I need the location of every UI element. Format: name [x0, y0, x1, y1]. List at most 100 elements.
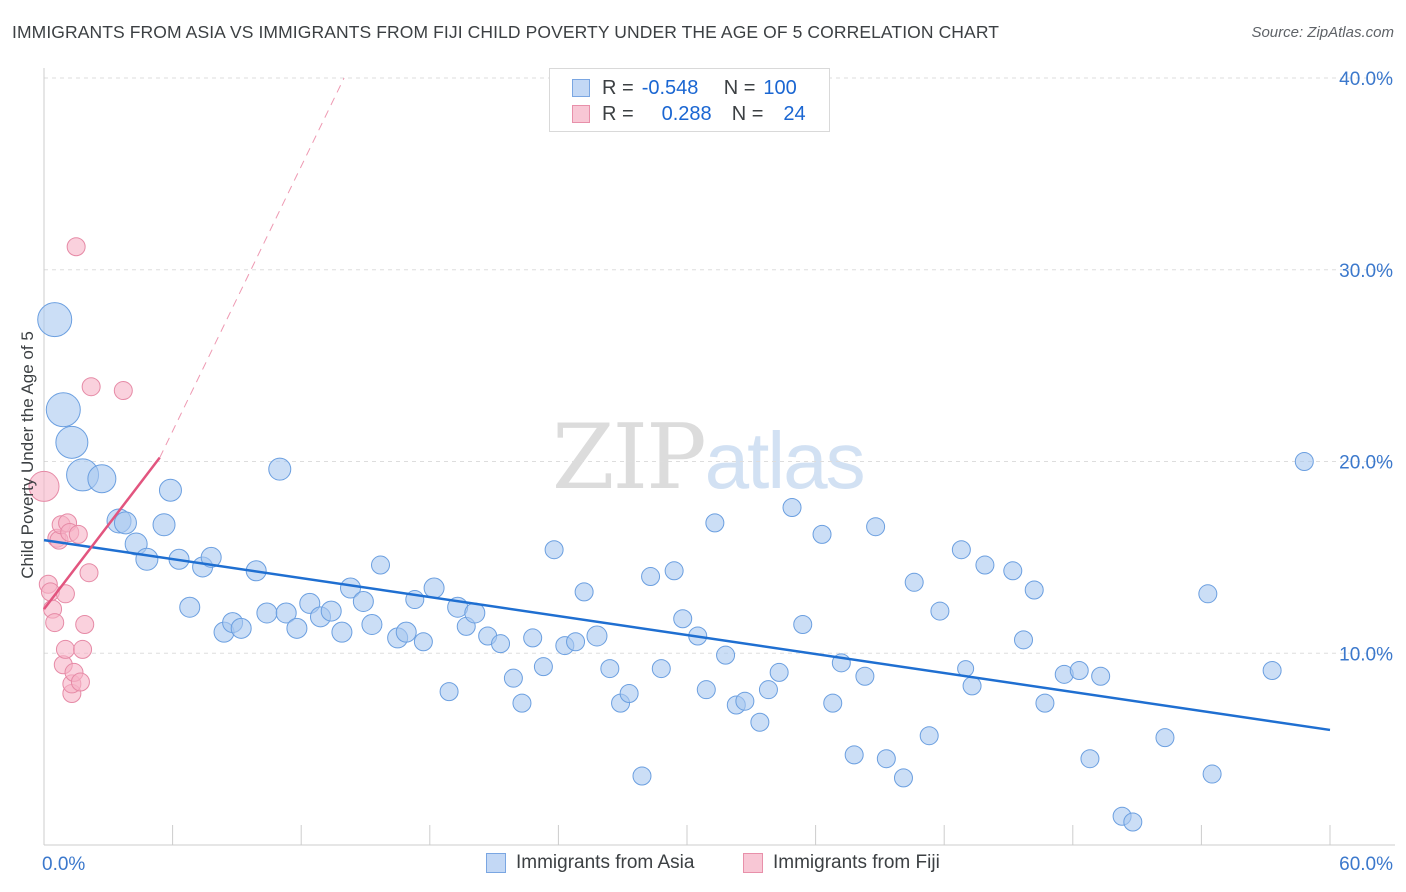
- fiji-point-0: [28, 470, 60, 502]
- asia-point-74: [855, 666, 875, 686]
- asia-point-19: [256, 602, 278, 624]
- fiji-r-value: 0.288: [661, 102, 712, 125]
- legend-item-fiji: Immigrants from Fiji: [743, 852, 940, 874]
- asia-point-17: [230, 617, 252, 639]
- fiji-point-21: [79, 563, 99, 583]
- fiji-r-label: R =: [602, 102, 634, 125]
- fiji-point-20: [75, 614, 95, 634]
- asia-point-60: [696, 680, 716, 700]
- legend-item-asia: Immigrants from Asia: [486, 852, 694, 874]
- asia-point-2: [55, 425, 89, 459]
- asia-point-42: [503, 668, 523, 688]
- asia-point-73: [844, 745, 864, 765]
- asia-point-34: [413, 632, 433, 652]
- fiji-point-9: [55, 639, 75, 659]
- legend-row-fiji: R = 0.288 N = 24: [572, 101, 806, 127]
- fiji-point-4: [45, 613, 65, 633]
- fiji-trend-line: [43, 456, 161, 610]
- asia-n-value: 100: [763, 76, 797, 99]
- fiji-swatch: [572, 105, 590, 123]
- asia-point-89: [1069, 661, 1089, 681]
- x-tick-label-1: 60.0%: [1339, 854, 1393, 875]
- asia-point-6: [113, 511, 137, 535]
- asia-point-65: [750, 712, 770, 732]
- y-tick-label-1: 20.0%: [1339, 453, 1393, 474]
- x-tick-label-0: 0.0%: [42, 854, 85, 875]
- asia-point-54: [632, 766, 652, 786]
- fiji-point-18: [70, 672, 90, 692]
- asia-point-94: [1155, 728, 1175, 748]
- asia-point-35: [423, 577, 445, 599]
- asia-point-62: [716, 645, 736, 665]
- asia-point-10: [158, 478, 182, 502]
- asia-point-0: [37, 302, 73, 338]
- asia-point-58: [673, 609, 693, 629]
- asia-point-80: [930, 601, 950, 621]
- asia-point-29: [361, 613, 383, 635]
- watermark: ZIPatlas: [552, 405, 866, 510]
- fiji-point-17: [68, 524, 88, 544]
- y-tick-label-0: 10.0%: [1339, 644, 1393, 665]
- asia-point-8: [135, 547, 159, 571]
- asia-point-56: [651, 659, 671, 679]
- asia-point-9: [152, 513, 176, 537]
- legend-asia-label: Immigrants from Asia: [516, 852, 695, 873]
- source-label: Source: ZipAtlas.com: [1251, 24, 1394, 41]
- asia-point-95: [1198, 584, 1218, 604]
- asia-point-78: [904, 572, 924, 592]
- asia-point-86: [1024, 580, 1044, 600]
- fiji-point-22: [81, 377, 101, 397]
- correlation-legend: R = -0.548 N = 100 R = 0.288 N = 24: [549, 68, 830, 132]
- legend-fiji-label: Immigrants from Fiji: [773, 852, 940, 873]
- asia-point-41: [491, 634, 511, 654]
- asia-point-66: [758, 680, 778, 700]
- asia-point-77: [893, 768, 913, 788]
- asia-point-20: [268, 457, 292, 481]
- fiji-point-23: [113, 381, 133, 401]
- asia-point-14: [200, 546, 222, 568]
- asia-point-64: [735, 691, 755, 711]
- asia-point-84: [1003, 561, 1023, 581]
- asia-point-22: [286, 617, 308, 639]
- asia-point-53: [619, 684, 639, 704]
- asia-point-49: [574, 582, 594, 602]
- asia-point-48: [566, 632, 586, 652]
- asia-point-21: [275, 602, 297, 624]
- asia-point-28: [352, 590, 374, 612]
- asia-point-71: [823, 693, 843, 713]
- asia-point-30: [371, 555, 391, 575]
- asia-point-76: [876, 749, 896, 769]
- asia-point-32: [395, 621, 417, 643]
- asia-r-label: R =: [602, 76, 634, 99]
- asia-point-36: [439, 682, 459, 702]
- y-axis-label: Child Poverty Under the Age of 5: [18, 331, 37, 579]
- asia-point-87: [1035, 693, 1055, 713]
- asia-point-79: [919, 726, 939, 746]
- asia-point-68: [782, 498, 802, 518]
- asia-point-12: [179, 596, 201, 618]
- asia-point-45: [533, 657, 553, 677]
- series-legend: Immigrants from Asia Immigrants from Fij…: [0, 852, 1406, 876]
- asia-point-82: [962, 676, 982, 696]
- asia-point-85: [1014, 630, 1034, 650]
- fiji-point-19: [73, 639, 93, 659]
- fiji-point-16: [66, 237, 86, 257]
- asia-swatch: [572, 79, 590, 97]
- asia-point-61: [705, 513, 725, 533]
- watermark-atlas: atlas: [704, 416, 866, 505]
- asia-point-70: [812, 524, 832, 544]
- asia-point-67: [769, 662, 789, 682]
- asia-point-57: [664, 561, 684, 581]
- asia-point-93: [1123, 812, 1143, 832]
- fiji-n-value: 24: [783, 102, 806, 125]
- asia-point-1: [45, 392, 81, 428]
- fiji-n-label: N =: [731, 102, 764, 125]
- asia-point-98: [1294, 452, 1314, 471]
- fiji-trend-extension: [159, 77, 345, 458]
- asia-r-value: -0.548: [641, 76, 699, 99]
- legend-asia-swatch: [486, 853, 506, 873]
- asia-point-75: [866, 517, 886, 537]
- asia-point-69: [793, 614, 813, 634]
- asia-point-44: [523, 628, 543, 648]
